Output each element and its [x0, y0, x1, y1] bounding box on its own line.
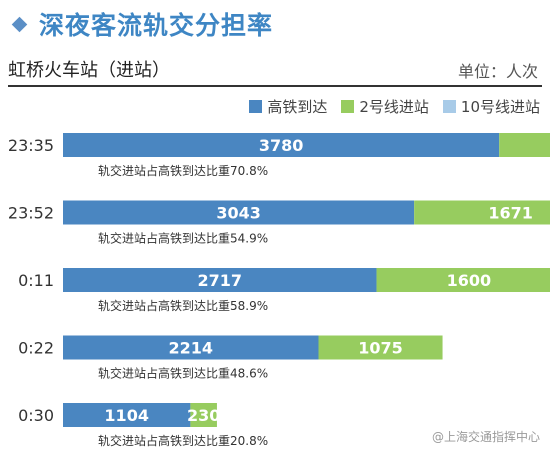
unit-label: 单位：人次	[457, 62, 538, 81]
legend-swatch	[341, 100, 355, 113]
bar-annotation: 轨交进站占高铁到达比重58.9%	[98, 298, 268, 313]
chart-title: 深夜客流轨交分担率	[39, 11, 274, 40]
legend-item-2: 2号线进站	[341, 96, 429, 117]
bar-annotation: 轨交进站占高铁到达比重20.8%	[98, 433, 268, 448]
data-label: 1075	[358, 339, 403, 358]
legend: 高铁到达 2号线进站 10号线进站	[235, 96, 540, 117]
legend-label: 10号线进站	[460, 98, 540, 116]
legend-swatch	[249, 100, 263, 113]
bar-segment	[190, 403, 217, 427]
legend-item-3: 10号线进站	[442, 96, 540, 117]
data-label: 3043	[216, 204, 261, 223]
data-label: 230	[187, 406, 220, 425]
bar-segment	[318, 335, 443, 360]
bar-segment	[376, 268, 550, 292]
source-credit: @上海交通指挥中心	[431, 430, 540, 444]
data-label: 1600	[447, 271, 492, 290]
legend-item-1: 高铁到达	[249, 96, 327, 117]
bar-segment	[63, 403, 191, 427]
legend-label: 2号线进站	[359, 98, 429, 116]
legend-label: 高铁到达	[267, 98, 328, 116]
bar-annotation: 轨交进站占高铁到达比重70.8%	[98, 163, 268, 178]
category-label: 0:30	[18, 406, 54, 425]
data-label: 1104	[104, 406, 149, 425]
bar-segment	[63, 133, 500, 157]
bar-segment	[499, 133, 550, 157]
title-row: 深夜客流轨交分担率	[11, 7, 274, 41]
data-label: 3780	[259, 136, 304, 155]
category-label: 23:52	[8, 204, 54, 223]
category-label: 0:22	[18, 339, 54, 358]
bar-segment	[63, 335, 319, 360]
bar-annotation: 轨交进站占高铁到达比重48.6%	[98, 366, 268, 381]
legend-swatch	[442, 100, 456, 113]
bar-segment	[414, 200, 550, 225]
bar-segment	[63, 200, 415, 225]
data-label: 2214	[168, 339, 213, 358]
category-label: 0:11	[18, 271, 54, 290]
bar-segment	[63, 268, 377, 292]
data-label: 1671	[488, 204, 533, 223]
subtitle-divider	[8, 85, 542, 87]
category-label: 23:35	[8, 136, 54, 155]
bar-annotation: 轨交进站占高铁到达比重54.9%	[98, 231, 268, 246]
data-label: 2717	[198, 271, 243, 290]
chart-subtitle: 虹桥火车站（进站）	[8, 60, 170, 81]
